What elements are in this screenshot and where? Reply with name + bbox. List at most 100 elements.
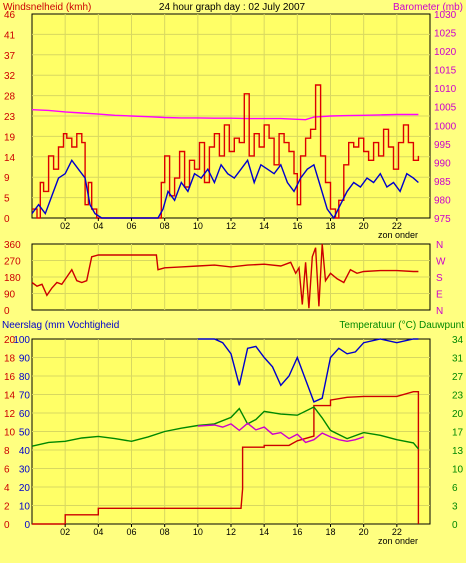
wind-average-series (31, 158, 419, 220)
y-humidity-tick-label: 100 (13, 335, 30, 346)
y-temp-tick-label: 13 (452, 446, 464, 457)
y-temp-tick-label: 34 (452, 335, 464, 346)
x-tick-label: 16 (292, 527, 302, 537)
y-temp-tick-label: 23 (452, 391, 464, 402)
x-tick-label: 12 (226, 221, 236, 231)
y-rain-tick-label: 20 (4, 335, 16, 346)
y-left-tick-label: 270 (4, 257, 21, 268)
y-rain-tick-label: 14 (4, 391, 16, 402)
x-tick-label: 08 (160, 527, 170, 537)
time-label: zon onder (378, 230, 418, 240)
x-tick-label: 16 (292, 221, 302, 231)
y-temp-tick-label: 27 (452, 372, 464, 383)
x-tick-label: 12 (226, 527, 236, 537)
y-rain-tick-label: 0 (4, 520, 10, 531)
y-temp-tick-label: 10 (452, 465, 464, 476)
humidity-series (197, 338, 419, 403)
y-right-tick-label: 980 (434, 195, 451, 206)
y-temp-tick-label: 0 (452, 520, 458, 531)
y-temp-tick-label: 31 (452, 354, 464, 365)
y-right-tick-label: 990 (434, 158, 451, 169)
y-right-tick-label: 1015 (434, 66, 457, 77)
y-humidity-tick-label: 40 (19, 446, 31, 457)
header-left-label: Windsnelheid (kmh) (3, 2, 91, 13)
y-right-tick-label: 1010 (434, 84, 457, 95)
y-left-tick-label: 46 (4, 10, 16, 21)
y-right-tick-label: 1000 (434, 121, 457, 132)
y-rain-tick-label: 6 (4, 465, 10, 476)
y-humidity-tick-label: 0 (24, 520, 30, 531)
x-tick-label: 22 (392, 527, 402, 537)
y-humidity-tick-label: 90 (19, 354, 31, 365)
y-right-tick-label: 995 (434, 140, 451, 151)
time-label: zon onder (378, 536, 418, 546)
y-left-tick-label: 9 (4, 173, 10, 184)
y-left-tick-label: 360 (4, 240, 21, 251)
x-tick-label: 04 (93, 221, 103, 231)
dewpoint-series (197, 422, 364, 444)
y-right-tick-label: N (436, 306, 443, 317)
y-rain-tick-label: 16 (4, 372, 16, 383)
y-rain-tick-label: 4 (4, 483, 10, 494)
x-tick-label: 20 (359, 221, 369, 231)
y-left-tick-label: 32 (4, 71, 16, 82)
y-rain-tick-label: 10 (4, 428, 16, 439)
wind-speed-series (32, 84, 420, 219)
y-left-tick-label: 23 (4, 112, 16, 123)
y-left-tick-label: 180 (4, 273, 21, 284)
y-humidity-tick-label: 30 (19, 465, 31, 476)
panel3-left-label: Neerslag (mm Vochtigheid (2, 320, 119, 331)
y-right-tick-label: 1025 (434, 29, 457, 40)
humidity-temperature-panel: 0246810121416182001020304050607080901000… (4, 335, 464, 546)
x-tick-label: 10 (193, 527, 203, 537)
x-tick-label: 10 (193, 221, 203, 231)
x-tick-label: 08 (160, 221, 170, 231)
x-tick-label: 18 (325, 221, 335, 231)
y-right-tick-label: N (436, 240, 443, 251)
y-temp-tick-label: 20 (452, 409, 464, 420)
y-humidity-tick-label: 10 (19, 502, 31, 513)
y-humidity-tick-label: 60 (19, 409, 31, 420)
panel3-right-label: Temperatuur (°C) Dauwpunt (339, 320, 464, 331)
y-temp-tick-label: 3 (452, 502, 458, 513)
y-left-tick-label: 14 (4, 153, 16, 164)
y-left-tick-label: 19 (4, 132, 16, 143)
rain-series (32, 391, 420, 525)
y-humidity-tick-label: 80 (19, 372, 31, 383)
y-right-tick-label: 985 (434, 177, 451, 188)
barometer-series (31, 109, 419, 121)
y-rain-tick-label: 2 (4, 502, 10, 513)
wind-direction-series (31, 243, 419, 309)
header-right-label: Barometer (mb) (393, 2, 463, 13)
y-left-tick-label: 41 (4, 30, 16, 41)
wind-barometer-panel: 0 5 9 14 19 23 28 32 37 41 46 975 980 985 990 995 1000 10… (4, 10, 457, 240)
y-left-tick-label: 5 (4, 194, 10, 205)
y-rain-tick-label: 12 (4, 409, 16, 420)
x-tick-label: 06 (126, 527, 136, 537)
y-right-tick-label: 975 (434, 214, 451, 225)
x-tick-label: 20 (359, 527, 369, 537)
x-tick-label: 18 (325, 527, 335, 537)
y-right-tick-label: W (436, 257, 446, 268)
x-tick-label: 02 (60, 221, 70, 231)
y-left-tick-label: 28 (4, 92, 16, 103)
temperature-series (31, 406, 419, 450)
y-left-tick-label: 37 (4, 51, 16, 62)
x-tick-label: 04 (93, 527, 103, 537)
y-humidity-tick-label: 20 (19, 483, 31, 494)
x-tick-label: 14 (259, 527, 269, 537)
y-left-tick-label: 0 (4, 214, 10, 225)
y-right-tick-label: S (436, 273, 443, 284)
header-title: 24 hour graph day : 02 July 2007 (159, 2, 306, 13)
y-rain-tick-label: 8 (4, 446, 10, 457)
x-tick-label: 02 (60, 527, 70, 537)
y-temp-tick-label: 6 (452, 483, 458, 494)
y-right-tick-label: 1020 (434, 47, 457, 58)
x-tick-label: 22 (392, 221, 402, 231)
y-temp-tick-label: 17 (452, 428, 464, 439)
y-left-tick-label: 0 (4, 306, 10, 317)
y-humidity-tick-label: 50 (19, 428, 31, 439)
x-tick-label: 14 (259, 221, 269, 231)
